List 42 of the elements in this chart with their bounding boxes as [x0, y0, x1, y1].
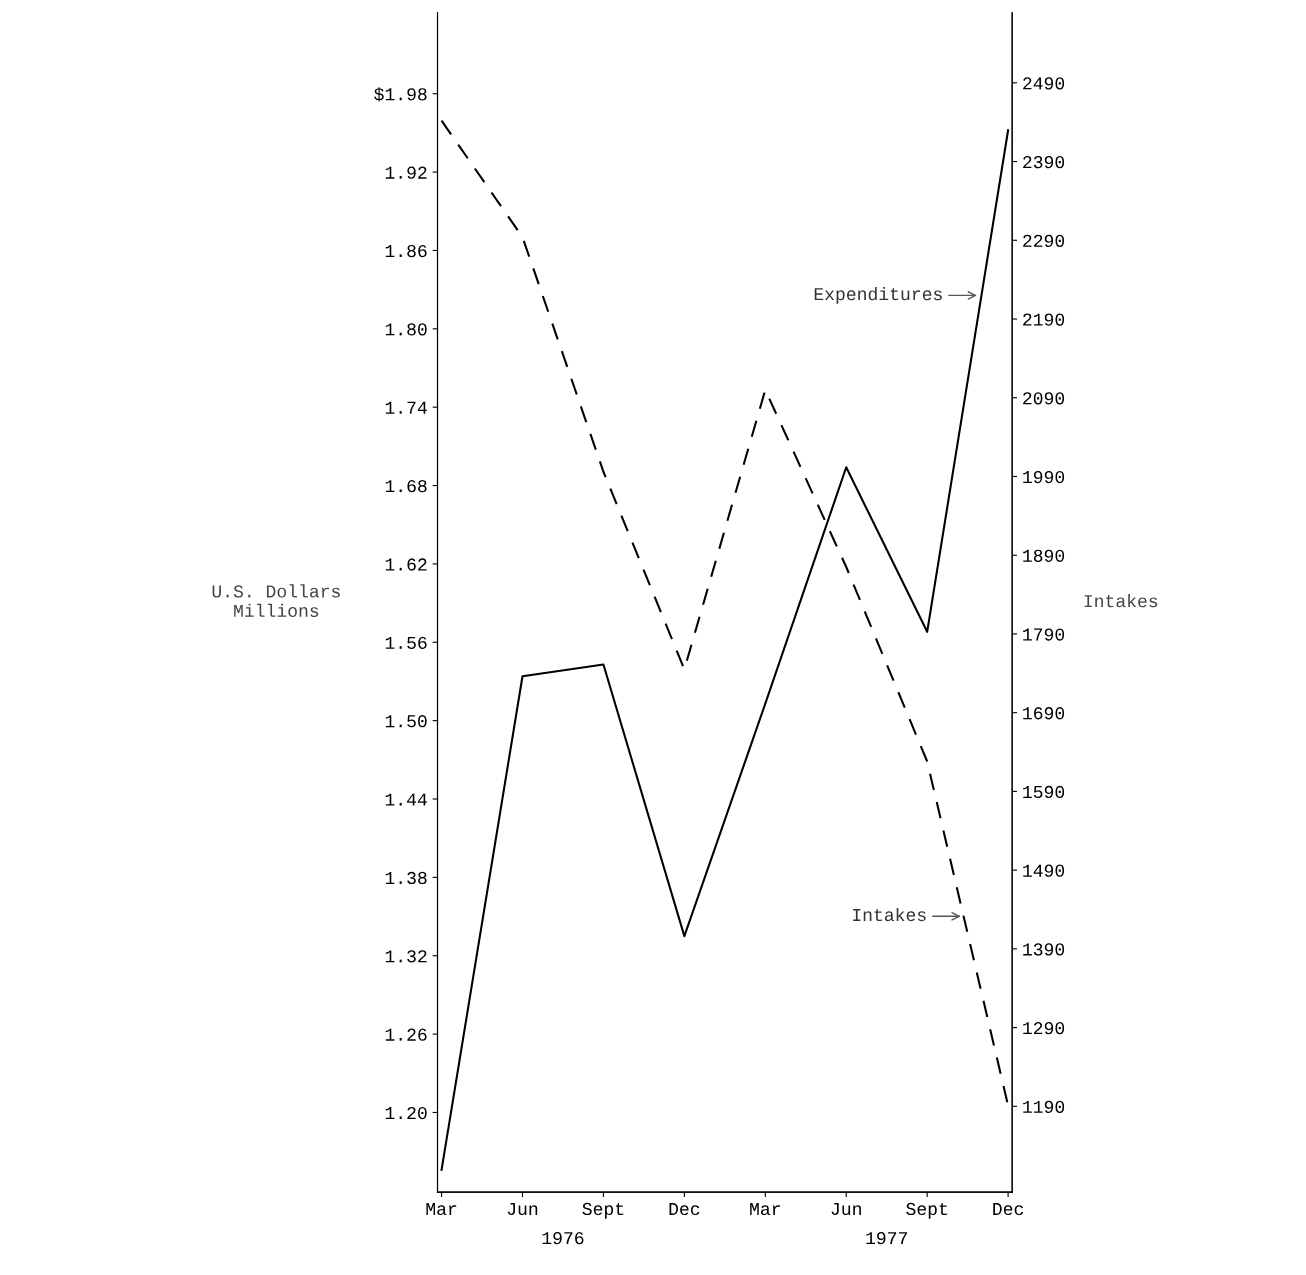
- y2-tick-label: 1190: [1023, 1100, 1065, 1114]
- y2-tick-label: 2090: [1023, 392, 1065, 405]
- x-tick-label: Dec: [669, 1203, 700, 1216]
- y2-tick-label: 1490: [1023, 864, 1065, 877]
- x-tick-label: Sept: [906, 1202, 947, 1219]
- y2-tick-label: 1690: [1023, 707, 1065, 720]
- y2-tick-label: 1990: [1023, 470, 1065, 484]
- y-tick-label: 1.32: [385, 950, 427, 963]
- series-label: Intakes: [853, 907, 926, 922]
- text: Expenditures: [814, 286, 942, 304]
- y-tick-label: 1.74: [385, 401, 427, 414]
- y-tick-label: 1.44: [385, 793, 427, 806]
- y-tick-label: 1.50: [385, 715, 427, 728]
- y2-tick-label: 2290: [1023, 234, 1065, 247]
- x-tick-label: Mar: [426, 1203, 457, 1216]
- y-tick-label: 1.20: [385, 1106, 427, 1120]
- x-tick-label: Jun: [507, 1203, 538, 1216]
- y2-tick-label: 1590: [1023, 785, 1065, 799]
- y-tick-label: 1.80: [385, 323, 427, 336]
- y2-tick-label: 1390: [1023, 943, 1065, 956]
- y-tick-label: 1.38: [385, 871, 427, 885]
- x-tick-label: Dec: [993, 1203, 1024, 1216]
- y-tick-label: 1.26: [385, 1028, 427, 1041]
- x-tick-label: Mar: [750, 1203, 780, 1216]
- y-tick-label: 1.56: [385, 636, 427, 649]
- y-tick-label: 1.62: [385, 558, 427, 571]
- y2-tick-label: 1790: [1023, 628, 1065, 641]
- x-tick-label: Jun: [831, 1203, 861, 1216]
- text: 1977: [866, 1232, 907, 1245]
- y-tick-label: $1.98: [374, 87, 427, 102]
- y2-tick-label: 2490: [1023, 77, 1065, 90]
- y-tick-label: 1.86: [385, 244, 427, 258]
- x-tick-label: Sept: [582, 1202, 624, 1219]
- y-tick-label: 1.68: [385, 480, 427, 493]
- y2-axis-title: Intakes: [1084, 594, 1158, 608]
- y-tick-label: 1.92: [385, 166, 427, 179]
- text: 1976: [542, 1232, 584, 1245]
- y2-tick-label: 2190: [1023, 313, 1065, 326]
- y2-tick-label: 1290: [1023, 1022, 1065, 1035]
- y2-tick-label: 1890: [1023, 549, 1065, 562]
- y2-tick-label: 2390: [1023, 156, 1065, 169]
- y-axis-title: U.S. Dollars Millions: [212, 584, 340, 618]
